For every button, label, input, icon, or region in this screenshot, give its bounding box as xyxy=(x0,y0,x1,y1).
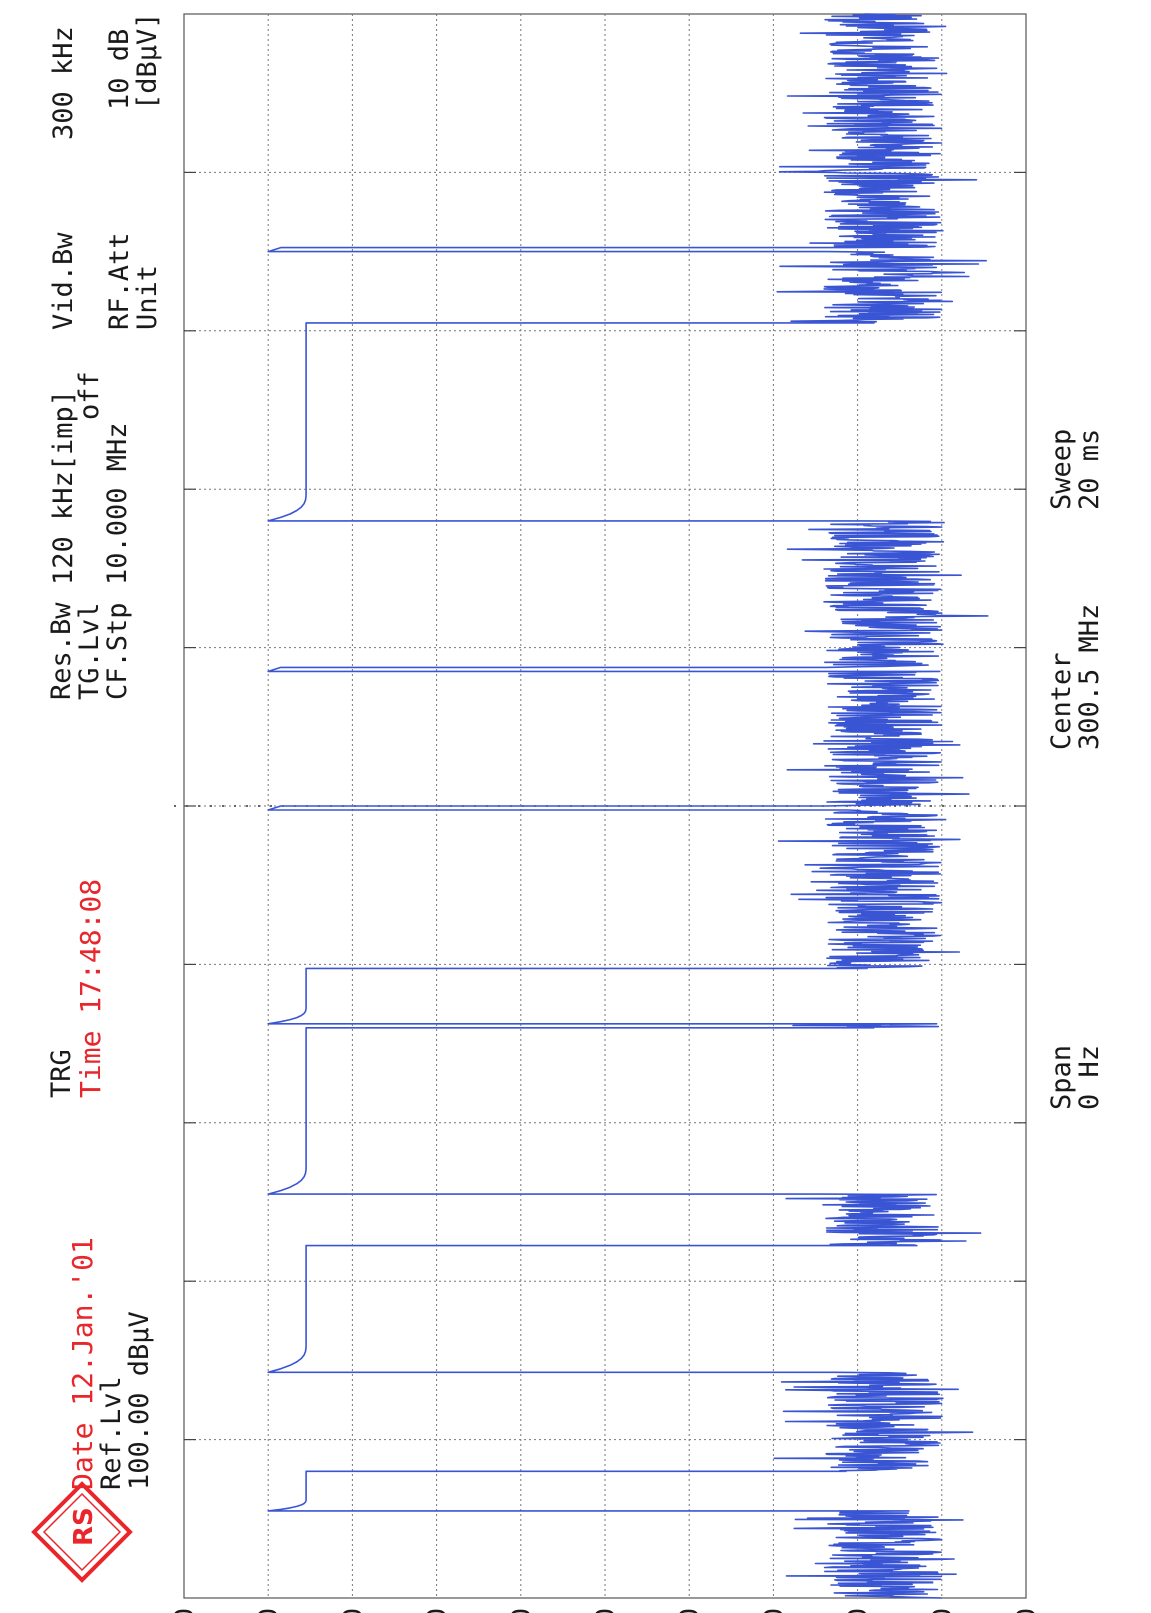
rf-att-value: 10 dB xyxy=(104,29,135,110)
y-tick-label: 30.0 xyxy=(759,1608,789,1613)
cf-stp-label: CF.Stp xyxy=(102,602,133,700)
sweep-label: Sweep xyxy=(1046,429,1077,510)
y-tick-label: 70.0 xyxy=(423,1608,453,1613)
span-value: 0 Hz xyxy=(1074,1045,1105,1110)
y-axis-ticks: 100.0 90.0 80.0 70.0 60.0 50.0 40.0 30.0 20.0 10.… xyxy=(170,1608,1042,1613)
ref-lvl-value: 100.00 dBµV xyxy=(124,1311,155,1490)
center-label: Center xyxy=(1046,652,1077,750)
tg-lvl-label: TG.Lvl xyxy=(74,602,105,700)
logo-text: RS xyxy=(69,1507,99,1546)
vid-bw-label: Vid.Bw xyxy=(48,232,79,330)
vid-bw-value: 300 kHz xyxy=(48,26,79,140)
ref-lvl-label: Ref.Lvl xyxy=(96,1376,127,1490)
time-label: Time 17:48:08 xyxy=(74,879,107,1098)
tg-lvl-value: off xyxy=(74,371,105,420)
date-label: Date 12.Jan.'01 xyxy=(66,1237,99,1490)
y-tick-label: 80.0 xyxy=(338,1608,368,1613)
res-bw-label: Res.Bw xyxy=(46,602,77,700)
y-tick-label: 90.0 xyxy=(254,1608,284,1613)
trg-label: TRG xyxy=(46,1049,77,1098)
unit-label: Unit xyxy=(132,265,163,330)
y-tick-label: 60.0 xyxy=(507,1608,537,1613)
y-tick-label: 0 xyxy=(1012,1608,1042,1613)
y-tick-label: 20.0 xyxy=(844,1608,874,1613)
rs-logo: RS xyxy=(31,1481,133,1583)
span-label: Span xyxy=(1046,1045,1077,1110)
y-tick-label: 100.0 xyxy=(170,1608,200,1613)
trace xyxy=(267,13,989,1599)
header-block: Date 12.Jan.'01 Ref.Lvl 100.00 dBµV TRG … xyxy=(46,12,163,1490)
rf-att-label: RF.Att xyxy=(104,232,135,330)
cf-stp-value: 10.000 MHz xyxy=(102,422,133,585)
trace-line xyxy=(267,13,989,1599)
y-tick-label: 10.0 xyxy=(928,1608,958,1613)
sweep-value: 20 ms xyxy=(1074,429,1105,510)
y-tick-label: 50.0 xyxy=(591,1608,621,1613)
footer-block: Span 0 Hz Center 300.5 MHz Sweep 20 ms xyxy=(1046,429,1105,1110)
res-bw-value: 120 kHz[imp] xyxy=(48,390,79,585)
unit-value: [dBµV] xyxy=(132,12,163,110)
y-tick-label: 40.0 xyxy=(675,1608,705,1613)
center-value: 300.5 MHz xyxy=(1074,604,1105,750)
